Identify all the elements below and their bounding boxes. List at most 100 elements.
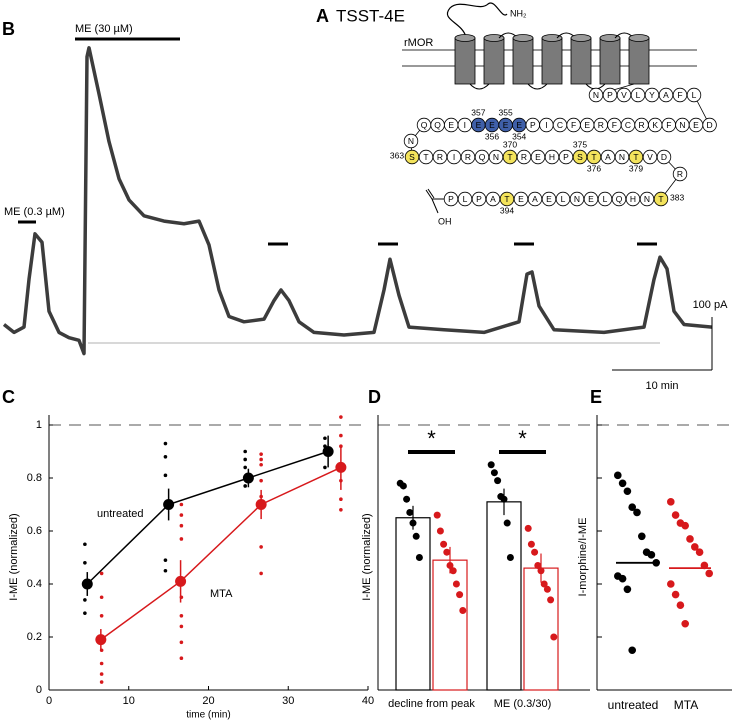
mean-marker: [322, 446, 334, 457]
mean-marker: [95, 634, 107, 646]
c-terminus: OH: [438, 216, 452, 226]
residue: [555, 191, 571, 207]
data-point: [243, 484, 247, 488]
residue-letter: K: [652, 120, 658, 130]
residue-letter: T: [507, 152, 512, 162]
data-point: [339, 497, 343, 502]
residue-letter: A: [532, 194, 538, 204]
residue: [600, 149, 616, 165]
residue-number: 375: [573, 139, 587, 149]
data-point: [83, 598, 87, 602]
residue-letter: R: [521, 152, 527, 162]
residue-letter: N: [679, 120, 685, 130]
residue-letter: T: [423, 152, 428, 162]
residue: [602, 87, 618, 103]
y-axis-label: I-ME (normalized): [361, 513, 373, 600]
residue-letter: E: [503, 120, 509, 130]
panel-label: C: [2, 387, 15, 407]
n-terminal-loop: [447, 2, 508, 38]
residue: [686, 87, 702, 103]
data-point: [99, 661, 104, 666]
significance-star: *: [427, 426, 436, 451]
residue-letter: P: [607, 90, 613, 100]
residue-letter: L: [692, 90, 697, 100]
x-axis-label: time (min): [186, 710, 230, 721]
data-point: [339, 415, 343, 419]
x-tick-label: 30: [282, 695, 294, 707]
data-point: [681, 521, 689, 530]
residue: [616, 87, 632, 103]
data-point: [339, 508, 343, 512]
significance-star: *: [518, 426, 527, 451]
data-point: [83, 561, 87, 565]
helix: [541, 37, 563, 85]
panel-label: D: [368, 387, 381, 407]
residue-letter: H: [630, 194, 636, 204]
residue-letter: I: [545, 120, 547, 130]
data-point: [667, 498, 675, 506]
residue-letter: P: [448, 194, 454, 204]
mean-marker: [81, 578, 93, 590]
data-point: [243, 457, 247, 462]
data-point: [179, 523, 184, 528]
helix-cap: [541, 34, 563, 42]
residue-letter: P: [476, 194, 482, 204]
residue-number: 357: [471, 107, 485, 117]
residue: [656, 149, 672, 165]
data-point: [638, 532, 646, 541]
helix: [570, 37, 592, 85]
data-point: [614, 471, 622, 480]
data-point: [628, 503, 636, 511]
x-tick-label: MTA: [674, 698, 698, 712]
data-point: [403, 495, 411, 503]
residue: [403, 133, 419, 149]
residue: [527, 191, 543, 207]
residue-letter: V: [647, 152, 653, 162]
data-point: [446, 561, 454, 569]
mean-marker: [175, 575, 187, 587]
residue-number: 379: [629, 163, 643, 173]
helix-cap: [483, 34, 505, 42]
data-point: [500, 495, 508, 503]
data-point: [179, 614, 184, 618]
n-terminus: NH₂: [510, 8, 527, 18]
residue-letter: Q: [421, 120, 428, 130]
residue-letter: Y: [649, 90, 655, 100]
data-point: [550, 633, 558, 641]
data-point: [671, 590, 680, 599]
residue-letter: N: [619, 152, 625, 162]
application-label: ME (30 µM): [75, 23, 133, 35]
residue-letter: H: [549, 152, 555, 162]
membrane-label: rMOR: [404, 37, 433, 49]
residue: [672, 87, 688, 103]
residue-letter: S: [577, 152, 583, 162]
data-point: [671, 511, 680, 519]
residue: [630, 87, 646, 103]
residue-letter: N: [408, 136, 414, 146]
residue: [569, 191, 585, 207]
data-point: [99, 571, 104, 576]
data-point: [618, 479, 627, 488]
residue-letter: F: [677, 90, 682, 100]
residue-letter: S: [409, 152, 415, 162]
data-point: [163, 441, 168, 446]
data-point: [537, 567, 545, 575]
data-point: [705, 569, 713, 578]
residue-letter: F: [571, 120, 576, 130]
diagram-title: TSST-4E: [336, 6, 405, 25]
residue-letter: E: [588, 194, 594, 204]
bar: [486, 501, 522, 691]
residue-letter: E: [693, 120, 699, 130]
residue-number: 394: [500, 205, 514, 215]
residue-letter: C: [625, 120, 631, 130]
residue-letter: P: [563, 152, 569, 162]
y-tick-label: 0: [36, 684, 42, 696]
x-tick-label: ME (0.3/30): [494, 698, 551, 710]
x-tick-label: 10: [123, 695, 135, 707]
data-point: [540, 580, 548, 588]
bar: [395, 517, 431, 691]
data-point: [676, 601, 685, 609]
residue-letter: E: [584, 120, 590, 130]
series-line: [100, 466, 342, 641]
